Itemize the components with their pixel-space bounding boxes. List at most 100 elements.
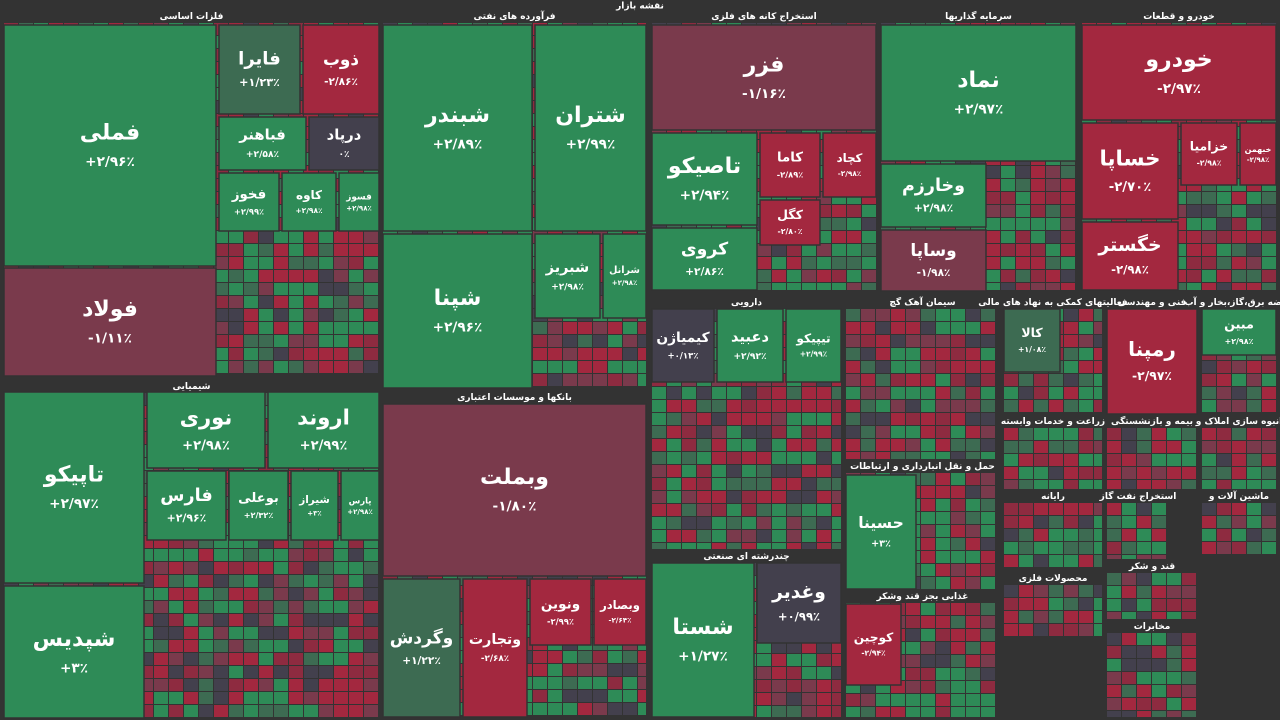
cell	[906, 374, 920, 386]
cell	[229, 614, 243, 626]
cell	[817, 465, 831, 477]
cell	[244, 562, 258, 574]
cell	[304, 653, 318, 665]
cell	[1122, 685, 1136, 697]
cell	[1152, 586, 1166, 598]
cell	[1049, 441, 1063, 453]
cell	[772, 439, 786, 451]
cell	[1232, 283, 1246, 290]
cell	[697, 387, 711, 399]
cell	[304, 335, 318, 347]
cell	[349, 575, 363, 587]
cell	[1232, 516, 1246, 528]
cell	[1016, 205, 1030, 217]
tile-change: +۲/۹۹٪	[300, 438, 348, 453]
cell	[1094, 348, 1102, 360]
cell	[349, 653, 363, 665]
cell	[1167, 467, 1181, 479]
cell	[832, 426, 841, 438]
cell	[259, 257, 273, 269]
cell	[921, 577, 935, 589]
cell	[1187, 231, 1201, 243]
cell	[1034, 428, 1048, 440]
tile-change: ۰٪	[338, 150, 349, 160]
cell	[304, 283, 318, 295]
cell	[981, 629, 995, 641]
cell	[1064, 624, 1078, 636]
cell	[1079, 387, 1093, 399]
cell	[936, 400, 950, 412]
cell	[757, 491, 771, 503]
cell	[1137, 529, 1151, 541]
tile-name: فزر	[743, 52, 785, 77]
cell	[1152, 516, 1166, 528]
cell	[154, 692, 168, 704]
cell	[802, 270, 816, 282]
cell	[274, 666, 288, 678]
cell	[1217, 283, 1231, 290]
tile-change: -۲/۹۸٪	[838, 169, 862, 178]
cell	[1094, 454, 1102, 466]
cell	[981, 707, 995, 717]
cell	[1182, 633, 1196, 645]
cell	[154, 601, 168, 613]
cell	[1094, 309, 1102, 321]
cell	[274, 627, 288, 639]
cell	[1049, 428, 1063, 440]
cell	[548, 335, 562, 347]
cell	[1019, 555, 1033, 567]
cell	[364, 588, 378, 600]
sector: فلزات اساسی فملی +۲/۹۶٪ فولاد -۱/۱۱٪ فایرا +۱/…	[3, 12, 380, 377]
cell	[802, 530, 816, 542]
cell	[787, 641, 801, 653]
tile-change: -۱/۸۰٪	[493, 499, 537, 515]
cell	[861, 361, 875, 373]
cell	[712, 504, 726, 516]
cell	[1217, 270, 1231, 282]
cell	[817, 257, 831, 269]
cell	[861, 348, 875, 360]
cell	[1016, 179, 1030, 191]
cell	[981, 374, 995, 386]
cell	[1049, 585, 1063, 597]
cell	[1247, 244, 1261, 256]
cell	[349, 549, 363, 561]
cell	[1016, 244, 1030, 256]
cell	[623, 703, 637, 715]
cell	[1061, 179, 1075, 191]
cell	[1262, 231, 1276, 243]
cell	[936, 707, 950, 717]
sector: شیمیایی تاپیکو +۲/۹۷٪ شپدیس +۳٪ نوری +۲/۹۸٪ ارو…	[3, 382, 380, 719]
cell	[742, 465, 756, 477]
cell	[966, 473, 980, 485]
tile-name: پارس	[349, 495, 372, 506]
cell	[652, 530, 666, 542]
tile	[290, 470, 339, 541]
cell	[861, 374, 875, 386]
cell	[1107, 516, 1121, 528]
cell	[682, 530, 696, 542]
cell	[214, 705, 228, 717]
tile-change: +۲/۹۸٪	[347, 508, 373, 516]
cell	[548, 361, 562, 373]
cell	[951, 361, 965, 373]
cell	[1167, 659, 1181, 671]
cell	[1049, 467, 1063, 479]
cell	[1122, 573, 1136, 585]
cell	[184, 627, 198, 639]
cell	[986, 270, 1000, 282]
cell	[951, 400, 965, 412]
sector-name: استخراج نفت گاز	[1099, 490, 1177, 502]
cell	[951, 577, 965, 589]
cell	[229, 309, 243, 321]
cell	[817, 387, 831, 399]
cell	[817, 413, 831, 425]
cell	[1034, 542, 1048, 554]
cell	[847, 244, 861, 256]
cell	[1004, 374, 1018, 386]
cell	[1262, 361, 1276, 373]
cell	[817, 504, 831, 516]
cell	[1064, 467, 1078, 479]
cell	[787, 400, 801, 412]
cell	[832, 387, 841, 399]
